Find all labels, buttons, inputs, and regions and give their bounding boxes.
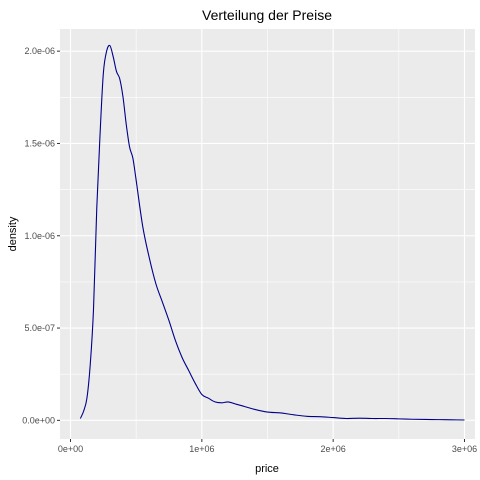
density-point [411, 419, 412, 420]
density-point [86, 398, 87, 399]
density-point [106, 51, 107, 52]
density-point [129, 147, 130, 148]
density-point [214, 401, 215, 402]
density-point [293, 414, 294, 415]
density-point [424, 419, 425, 420]
density-point [175, 340, 176, 341]
density-point [372, 418, 373, 419]
y-tick-label: 5.0e-07 [24, 323, 55, 333]
density-point [280, 412, 281, 413]
density-point [221, 402, 222, 403]
density-point [93, 309, 94, 310]
x-axis-title: price [255, 463, 279, 475]
density-point [90, 364, 91, 365]
density-point [142, 226, 143, 227]
density-point [109, 45, 110, 46]
density-point [136, 180, 137, 181]
density-point [113, 56, 114, 57]
density-point [346, 418, 347, 419]
density-point [168, 320, 169, 321]
density-point [96, 207, 97, 208]
density-point [103, 73, 104, 74]
density-point [80, 418, 81, 419]
density-point [126, 124, 127, 125]
major-grid [60, 29, 475, 439]
density-point [333, 417, 334, 418]
density-point [254, 409, 255, 410]
density-line [79, 44, 465, 421]
density-point [162, 302, 163, 303]
density-point [438, 419, 439, 420]
density-point [155, 283, 156, 284]
y-tick-label: 0.0e+00 [22, 415, 55, 425]
density-point [116, 71, 117, 72]
y-tick-label: 1.5e-06 [24, 138, 55, 148]
density-point [359, 418, 360, 419]
density-point [83, 411, 84, 412]
density-point [122, 97, 123, 98]
density-point [208, 398, 209, 399]
density-point [385, 418, 386, 419]
y-tick-label: 1.0e-06 [24, 231, 55, 241]
density-point [267, 411, 268, 412]
density-point [201, 394, 202, 395]
density-point [234, 403, 235, 404]
y-tick-labels: 0.0e+00 5.0e-07 1.0e-06 1.5e-06 2.0e-06 [22, 46, 55, 425]
density-point [464, 419, 465, 420]
x-tick-label: 1e+06 [189, 444, 214, 454]
density-point [182, 357, 183, 358]
density-point [119, 78, 120, 79]
density-point [228, 401, 229, 402]
density-point [132, 158, 133, 159]
density-point [241, 405, 242, 406]
x-tick-label: 0e+00 [58, 444, 83, 454]
density-point [451, 419, 452, 420]
density-point [195, 383, 196, 384]
density-point [149, 257, 150, 258]
x-tick-labels: 0e+00 1e+06 2e+06 3e+06 [58, 444, 477, 454]
density-point [188, 370, 189, 371]
chart-title: Verteilung der Preise [202, 7, 332, 23]
minor-grid [60, 29, 475, 439]
x-tick-label: 3e+06 [452, 444, 477, 454]
density-point [99, 134, 100, 135]
density-point [398, 418, 399, 419]
y-axis-title: density [7, 216, 19, 251]
density-point [306, 416, 307, 417]
density-point [319, 416, 320, 417]
y-tick-label: 2.0e-06 [24, 46, 55, 56]
axis-ticks [57, 50, 465, 442]
x-tick-label: 2e+06 [321, 444, 346, 454]
